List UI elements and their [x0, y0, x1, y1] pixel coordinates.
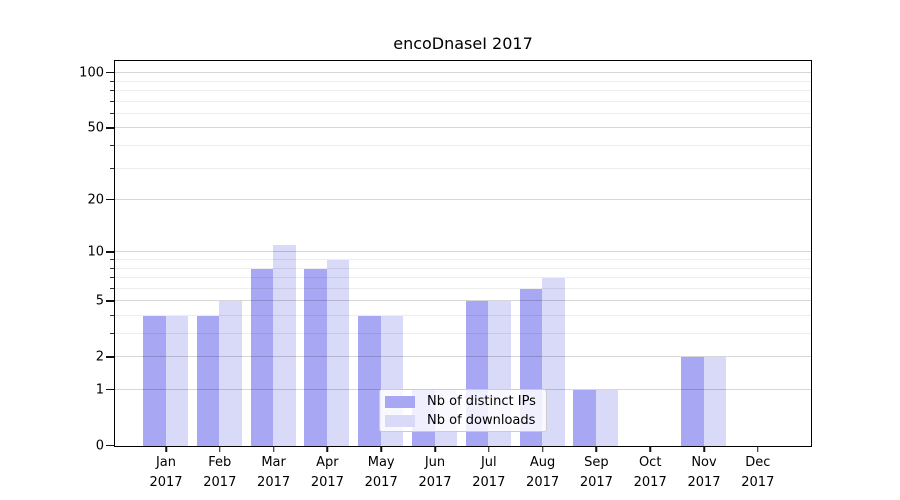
gridline-minor	[115, 167, 811, 169]
y-minor-tick	[110, 145, 114, 147]
x-tick-label: Jul 2017	[472, 455, 506, 490]
y-minor-tick	[110, 287, 114, 289]
y-tick-label: 2	[95, 349, 104, 365]
gridline-major	[115, 356, 811, 358]
y-tick	[106, 251, 114, 253]
gridline-major	[115, 300, 811, 302]
x-tick-label: Jun 2017	[418, 455, 452, 490]
gridline-minor	[115, 333, 811, 335]
x-tick	[649, 446, 651, 452]
bar-downloads	[703, 357, 726, 446]
gridline-minor	[115, 112, 811, 114]
y-minor-tick	[110, 314, 114, 316]
bar-downloads	[595, 390, 619, 446]
y-tick-label: 100	[79, 65, 104, 81]
x-tick	[272, 446, 275, 452]
legend-swatch-distinct-ips	[385, 396, 415, 408]
x-tick-label: Aug 2017	[526, 455, 560, 490]
x-tick-label: Jan 2017	[149, 455, 183, 490]
y-tick-label: 5	[95, 293, 104, 309]
gridline-major	[115, 127, 811, 129]
y-minor-tick	[110, 80, 114, 82]
y-tick	[106, 356, 114, 358]
legend-item-downloads: Nb of downloads	[385, 412, 546, 430]
x-tick-label: May 2017	[364, 455, 398, 490]
legend-item-distinct-ips: Nb of distinct IPs	[385, 393, 546, 411]
bar-distinct-ips	[143, 316, 166, 446]
y-tick	[106, 198, 114, 201]
y-tick	[106, 444, 114, 447]
y-tick-label: 0	[95, 438, 104, 453]
bar-distinct-ips	[358, 316, 381, 446]
y-tick	[106, 127, 114, 129]
y-minor-tick	[110, 267, 114, 269]
y-minor-tick	[110, 90, 114, 92]
y-minor-tick	[110, 100, 114, 102]
x-tick	[434, 446, 436, 452]
gridline-minor	[115, 259, 811, 260]
chart-title: encoDnaseI 2017	[393, 34, 533, 53]
y-tick-label: 20	[87, 192, 104, 208]
legend: Nb of distinct IPs Nb of downloads	[379, 389, 547, 432]
plot-area: Nb of distinct IPs Nb of downloads	[114, 60, 812, 447]
x-tick	[219, 446, 221, 452]
x-tick	[595, 446, 598, 452]
y-minor-tick	[110, 333, 114, 335]
x-tick-label: Nov 2017	[687, 455, 721, 490]
bar-distinct-ips	[304, 268, 327, 446]
gridline-major	[115, 72, 811, 74]
x-tick-label: Feb 2017	[203, 455, 237, 490]
legend-label-distinct-ips: Nb of distinct IPs	[427, 394, 536, 409]
bar-downloads	[326, 260, 350, 446]
gridline-minor	[115, 100, 811, 102]
x-tick	[757, 446, 759, 452]
bar-downloads	[542, 278, 565, 446]
y-tick-label: 10	[87, 244, 104, 260]
x-tick-label: Dec 2017	[741, 455, 775, 490]
x-tick-label: Sep 2017	[579, 455, 613, 490]
gridline-minor	[115, 277, 811, 279]
y-tick	[106, 388, 114, 391]
gridline-major	[115, 251, 811, 253]
x-tick	[380, 446, 382, 452]
bar-distinct-ips	[681, 357, 704, 446]
x-tick	[703, 446, 705, 452]
x-tick	[326, 446, 329, 452]
y-tick-label: 1	[95, 382, 104, 397]
gridline-minor	[115, 90, 811, 92]
bar-downloads	[273, 245, 296, 446]
bar-distinct-ips	[573, 390, 596, 446]
y-tick	[106, 300, 114, 302]
bar-downloads	[165, 316, 188, 446]
x-tick	[165, 446, 167, 452]
x-tick-label: Apr 2017	[310, 455, 344, 490]
bar-downloads	[219, 301, 242, 446]
gridline-minor	[115, 145, 811, 147]
x-tick	[541, 446, 544, 452]
y-minor-tick	[110, 112, 114, 114]
legend-swatch-downloads	[385, 415, 415, 427]
bar-distinct-ips	[250, 268, 274, 446]
legend-label-downloads: Nb of downloads	[427, 413, 536, 428]
gridline-minor	[115, 287, 811, 289]
y-minor-tick	[110, 259, 114, 260]
y-tick-label: 50	[87, 120, 104, 136]
x-tick-label: Oct 2017	[633, 455, 667, 490]
bar-distinct-ips	[196, 316, 220, 446]
y-tick	[106, 71, 114, 74]
x-tick-label: Mar 2017	[257, 455, 291, 490]
x-tick	[488, 446, 490, 452]
gridline-minor	[115, 314, 811, 316]
gridline-minor	[115, 267, 811, 269]
y-minor-tick	[110, 167, 114, 169]
y-minor-tick	[110, 277, 114, 279]
gridline-minor	[115, 80, 811, 82]
gridline-major	[115, 199, 811, 201]
